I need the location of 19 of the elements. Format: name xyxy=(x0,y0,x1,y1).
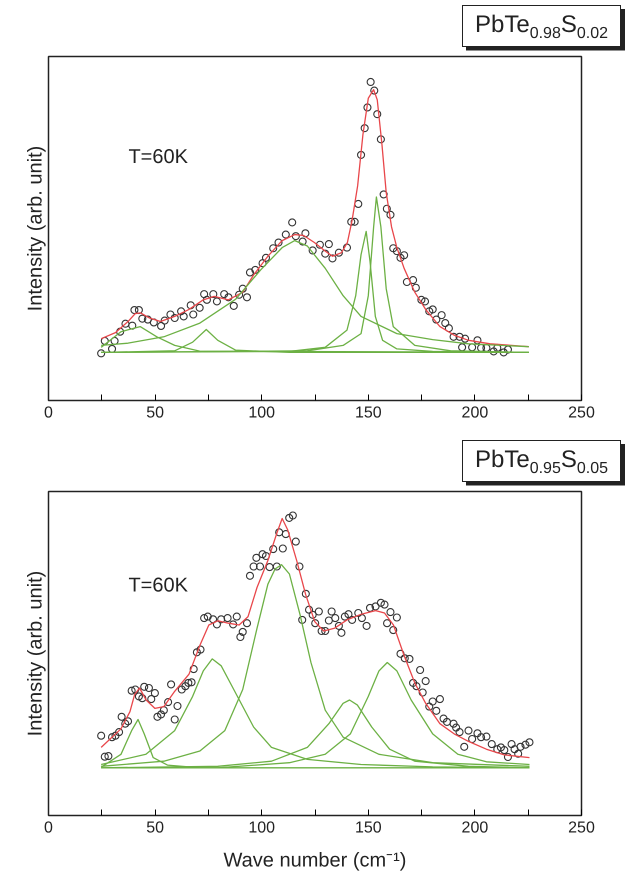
x-tick-label: 250 xyxy=(568,820,595,836)
x-tick-label: 100 xyxy=(248,820,276,836)
x-tick-label: 150 xyxy=(354,820,382,836)
x-tick-label: 250 xyxy=(568,404,595,422)
chart-title: PbTe$_{0.98}$S$_{0.02}$ xyxy=(462,5,621,47)
annotation: T=60K xyxy=(128,146,189,168)
x-tick-label: 50 xyxy=(146,404,164,422)
y-axis-title: Intensity (arb. unit) xyxy=(24,146,46,312)
x-tick-label: 200 xyxy=(462,820,488,836)
x-tick-label: 100 xyxy=(248,404,276,422)
x-tick-label: 200 xyxy=(462,404,488,422)
y-axis-title: Intensity (arb. unit) xyxy=(24,570,46,736)
x-axis-title: Wave number (cm⁻¹) xyxy=(224,850,406,872)
x-tick-label: 50 xyxy=(146,820,164,836)
chart-title: PbTe$_{0.95}$S$_{0.05}$ xyxy=(462,440,621,482)
x-tick-label: 150 xyxy=(354,404,382,422)
x-tick-label: 0 xyxy=(44,404,54,422)
x-tick-label: 0 xyxy=(44,820,54,836)
annotation: T=60K xyxy=(128,574,189,596)
